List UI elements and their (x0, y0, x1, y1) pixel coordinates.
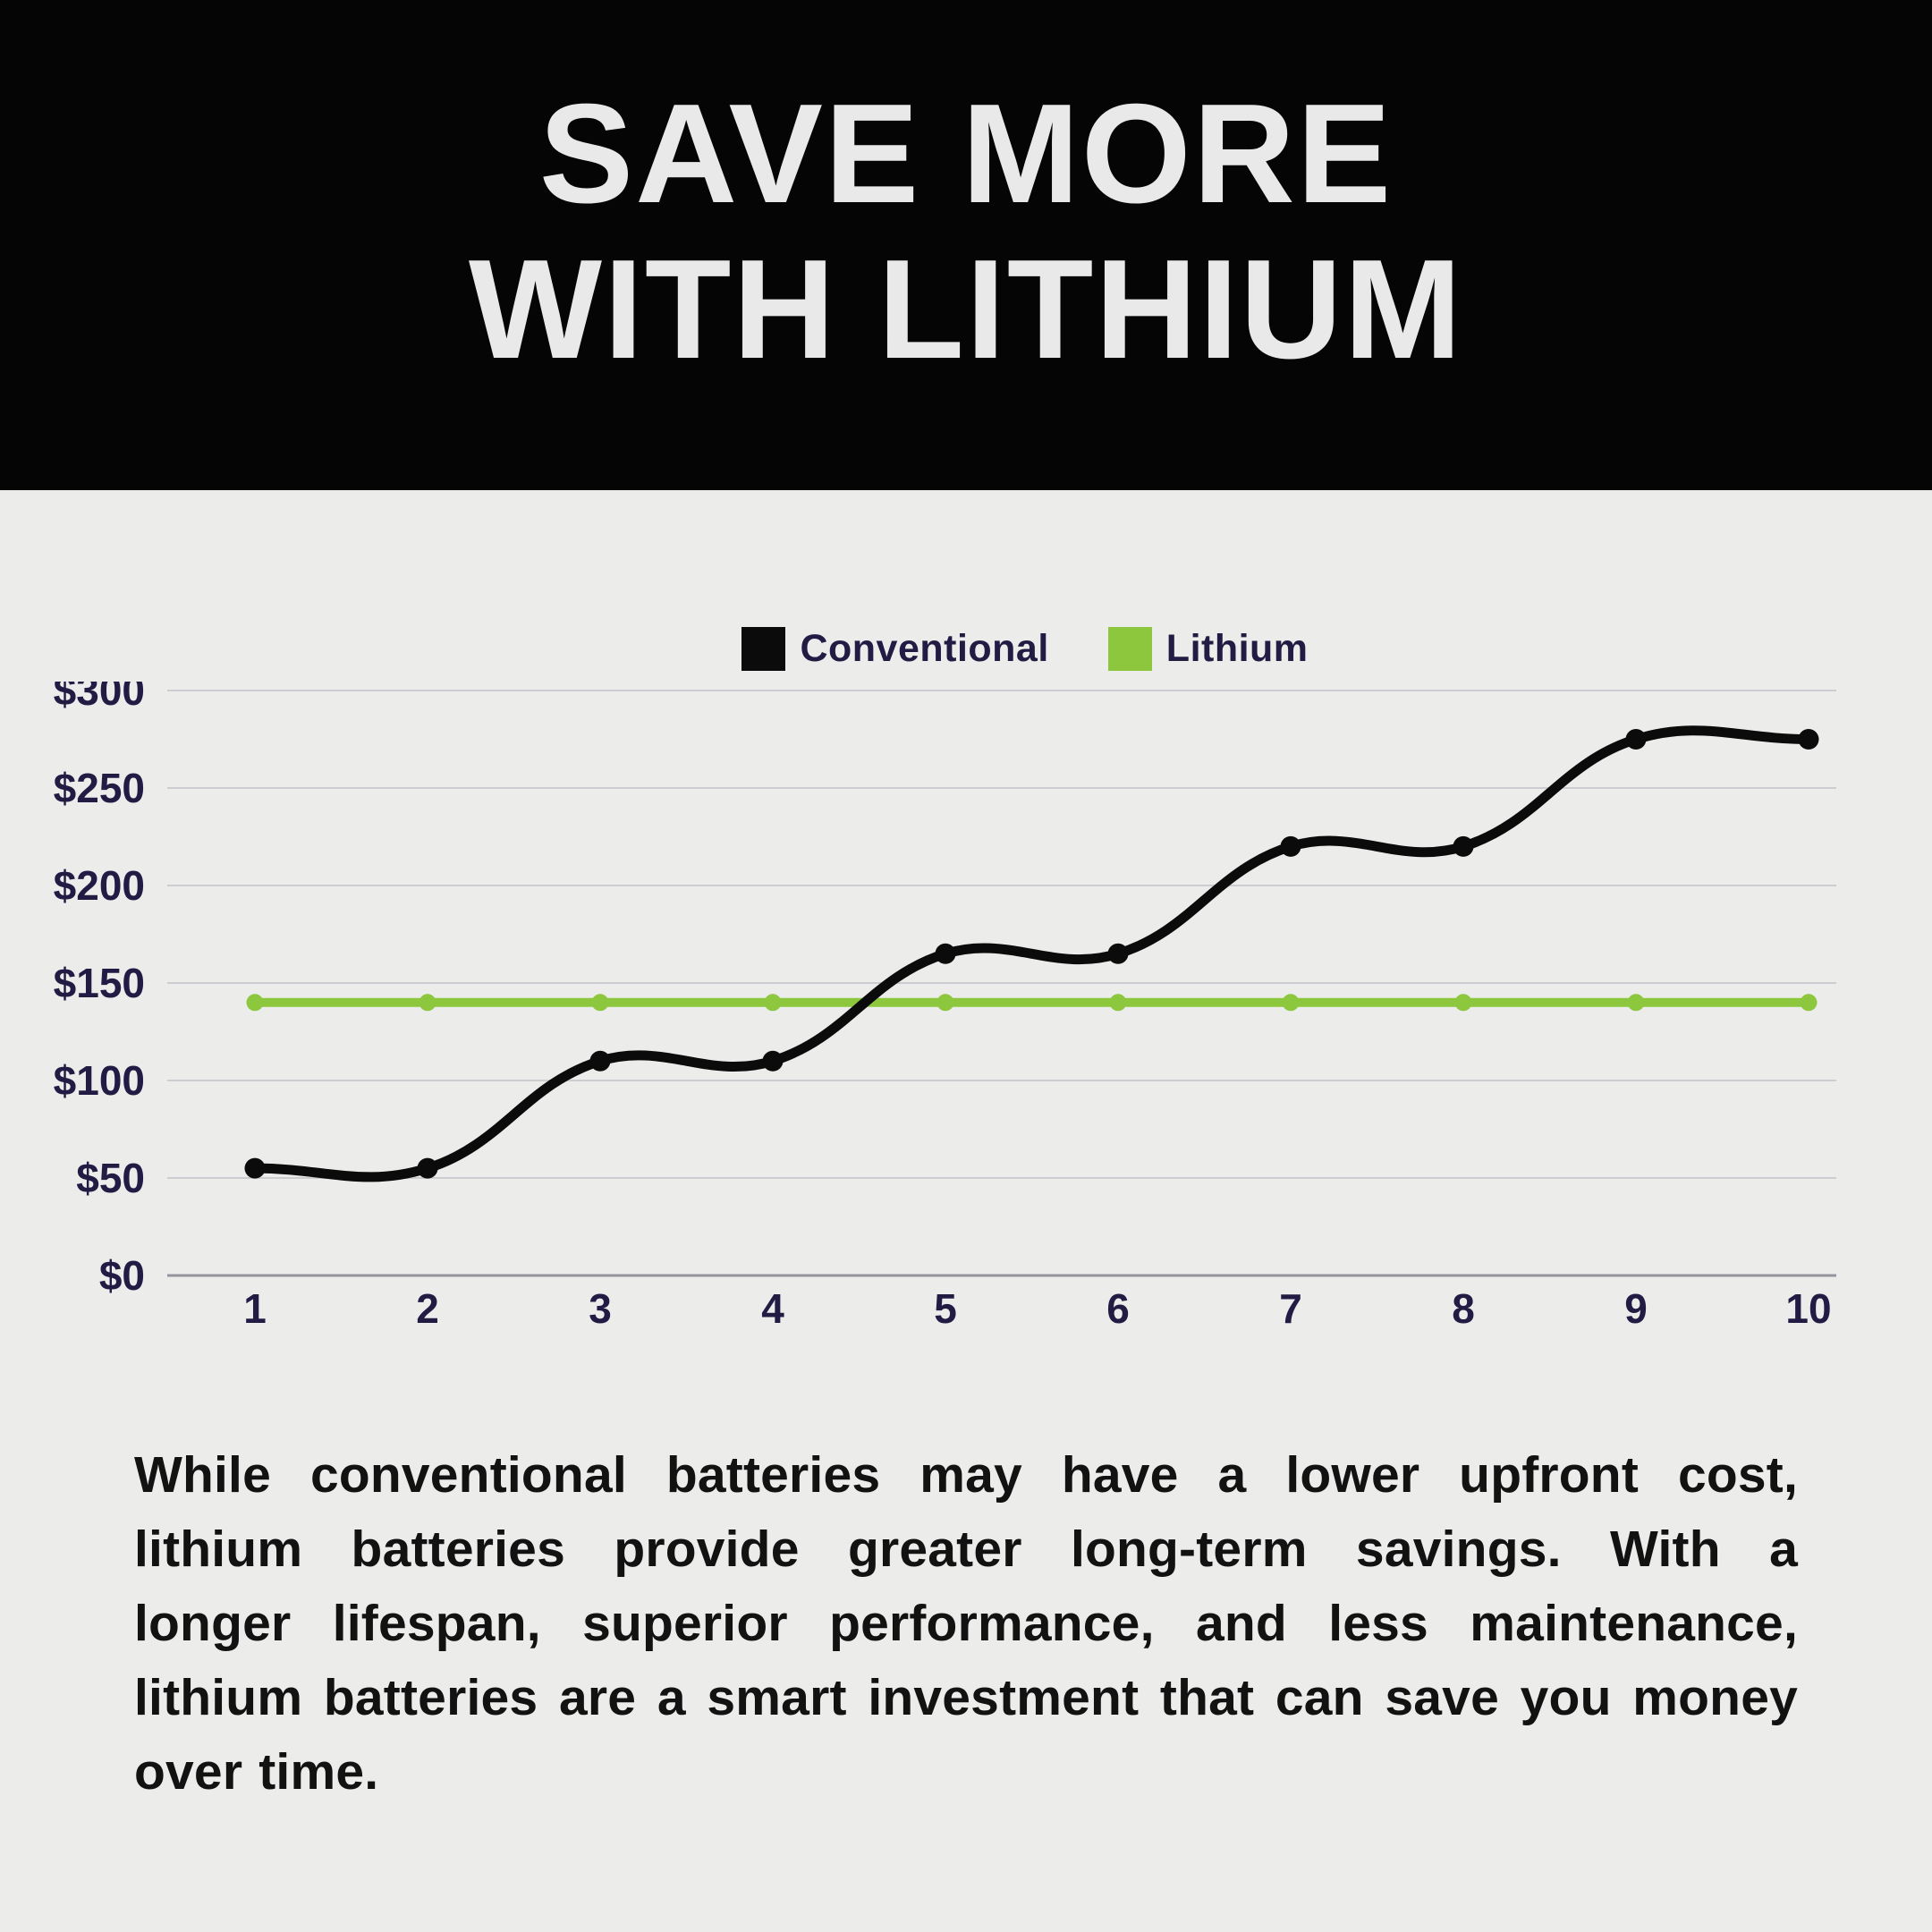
legend-swatch-lithium (1107, 626, 1152, 671)
conventional-data-point (244, 1157, 266, 1179)
y-tick-label: $150 (54, 960, 145, 1006)
x-tick-label: 1 (243, 1285, 267, 1332)
conventional-line (250, 725, 1814, 1182)
header: SAVE MORE WITH LITHIUM (0, 0, 1932, 490)
lithium-data-point (764, 994, 782, 1012)
body-paragraph: While conventional batteries may have a … (134, 1438, 1798, 1809)
conventional-data-point (1453, 835, 1474, 857)
x-tick-label: 4 (761, 1285, 784, 1332)
conventional-data-point (1625, 729, 1647, 750)
lithium-data-point (1800, 994, 1818, 1012)
conventional-data-point (935, 943, 956, 964)
body-line: longer lifespan, superior performance, a… (134, 1595, 1798, 1652)
body-text-section: While conventional batteries may have a … (0, 1360, 1932, 1809)
lithium-data-point (591, 994, 609, 1012)
x-tick-label: 5 (934, 1285, 957, 1332)
y-tick-label: $100 (54, 1057, 145, 1104)
chart-legend: Conventional Lithium (59, 626, 1932, 671)
page-title: SAVE MORE WITH LITHIUM (468, 75, 1464, 388)
x-tick-label: 7 (1279, 1285, 1302, 1332)
lithium-data-point (1454, 994, 1472, 1012)
x-tick-label: 10 (1785, 1285, 1831, 1332)
y-tick-label: $200 (54, 862, 145, 909)
body-line: over time. (134, 1743, 379, 1801)
conventional-data-point (1107, 943, 1129, 964)
legend-swatch-conventional (741, 626, 786, 671)
y-tick-label: $250 (54, 765, 145, 811)
lithium-data-point (1282, 994, 1300, 1012)
conventional-data-point (1280, 835, 1301, 857)
y-tick-label: $0 (99, 1252, 145, 1299)
conventional-data-point (417, 1157, 438, 1179)
body-line: While conventional batteries may have a … (134, 1446, 1798, 1504)
lithium-data-point (1627, 994, 1645, 1012)
chart-section: Conventional Lithium $0 $50 $100 $150 $200 $2… (0, 490, 1932, 1360)
conventional-data-point (762, 1050, 784, 1072)
chart-area: $0 $50 $100 $150 $200 $250 $300 1 2 3 4 5 6 7 8 9 10 (0, 682, 1932, 1360)
y-tick-label: $300 (54, 682, 145, 714)
x-tick-label: 6 (1106, 1285, 1130, 1332)
body-line: lithium batteries are a smart investment… (134, 1669, 1798, 1726)
lithium-data-point (1109, 994, 1127, 1012)
conventional-data-point (589, 1050, 611, 1072)
x-tick-label: 9 (1624, 1285, 1648, 1332)
cost-comparison-line-chart: $0 $50 $100 $150 $200 $250 $300 1 2 3 4 5 6 7 8 9 10 (54, 682, 1836, 1332)
page-title-line-1: SAVE MORE (538, 75, 1394, 233)
x-tick-label: 8 (1452, 1285, 1475, 1332)
x-tick-label: 2 (416, 1285, 439, 1332)
legend-label-conventional: Conventional (800, 626, 1049, 670)
x-tick-label: 3 (589, 1285, 612, 1332)
lithium-data-point (419, 994, 436, 1012)
body-line: lithium batteries provide greater long-t… (134, 1521, 1798, 1578)
lithium-data-point (936, 994, 954, 1012)
conventional-data-point (1798, 729, 1819, 750)
y-tick-label: $50 (76, 1155, 145, 1201)
legend-label-lithium: Lithium (1165, 626, 1309, 670)
page-title-line-2: WITH LITHIUM (468, 231, 1464, 388)
lithium-data-point (246, 994, 264, 1012)
